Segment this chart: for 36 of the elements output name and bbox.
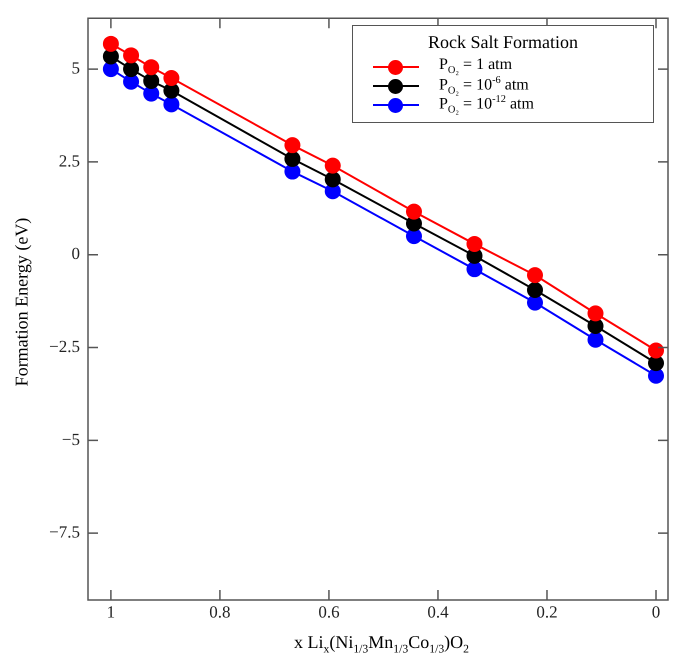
point	[143, 59, 160, 76]
y-tick-label: −5	[62, 430, 80, 449]
x-tick-label: 0.6	[318, 602, 340, 622]
point	[648, 342, 664, 358]
legend-title: Rock Salt Formation	[427, 32, 579, 53]
point	[526, 267, 543, 284]
y-tick-label: 2.5	[58, 151, 80, 170]
x-tick-label: 0	[652, 602, 660, 622]
point	[324, 158, 341, 174]
y-tick-label: −7.5	[49, 522, 80, 542]
y-axis-title: Formation Energy (eV)	[12, 218, 32, 386]
text: x Li$_{x}$(Ni$_{1/3}$Mn$_{1/3}$Co$_{1/3}$)O$_{2}$	[294, 632, 470, 656]
point	[143, 72, 160, 89]
point	[163, 70, 180, 86]
point	[324, 171, 341, 188]
point	[284, 150, 300, 167]
point	[123, 47, 140, 64]
point	[406, 204, 422, 220]
y-tick-label: 0	[72, 244, 80, 264]
point	[163, 96, 180, 112]
x-tick-label: 1	[106, 602, 116, 622]
x-tick-label: 0.8	[209, 602, 231, 622]
x-tick-label: 0.2	[536, 602, 558, 622]
point	[123, 61, 140, 78]
point	[284, 137, 300, 154]
y-tick-label: 5	[72, 58, 80, 78]
point	[588, 332, 604, 348]
point	[102, 36, 119, 52]
point	[466, 261, 482, 278]
point	[466, 236, 482, 252]
point	[588, 305, 604, 322]
legend-label: P$_{O₂}$ = 1 atm	[439, 56, 512, 77]
y-tick-label: −2.5	[49, 336, 80, 356]
x-tick-label: 0.4	[427, 602, 450, 622]
legend-label: P$_{O₂}$ = 10$^{-6}$ atm	[439, 74, 529, 96]
point	[526, 282, 543, 298]
